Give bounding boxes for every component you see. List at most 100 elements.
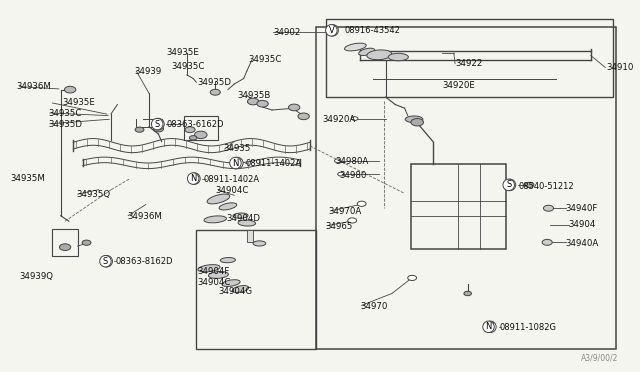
Circle shape — [348, 218, 356, 223]
Circle shape — [542, 239, 552, 245]
Text: 34922: 34922 — [455, 59, 483, 68]
Text: 34970A: 34970A — [329, 208, 362, 217]
Text: N: N — [234, 158, 241, 167]
Text: 34904G: 34904G — [218, 287, 253, 296]
Circle shape — [351, 117, 358, 121]
Circle shape — [257, 100, 268, 107]
Text: 34940A: 34940A — [566, 239, 599, 248]
Text: 34935E: 34935E — [166, 48, 199, 57]
Ellipse shape — [232, 286, 249, 292]
Text: 08911-1402A: 08911-1402A — [204, 175, 260, 184]
Circle shape — [82, 240, 91, 245]
Text: 08916-43542: 08916-43542 — [344, 26, 401, 35]
Circle shape — [525, 182, 534, 187]
Text: V: V — [328, 26, 334, 35]
Ellipse shape — [253, 241, 266, 246]
Text: 34936M: 34936M — [127, 212, 162, 221]
Text: 34935: 34935 — [223, 144, 251, 153]
Text: 34935C: 34935C — [49, 109, 82, 118]
Ellipse shape — [367, 50, 392, 60]
Ellipse shape — [219, 203, 237, 210]
Text: 34935M: 34935M — [11, 174, 45, 183]
Ellipse shape — [238, 220, 255, 226]
Circle shape — [464, 291, 472, 296]
Circle shape — [65, 86, 76, 93]
Text: 34935B: 34935B — [237, 91, 271, 100]
Ellipse shape — [388, 53, 408, 61]
Circle shape — [411, 119, 424, 126]
Text: 34910: 34910 — [607, 63, 634, 72]
Text: 34935Q: 34935Q — [76, 190, 111, 199]
Text: 34935D: 34935D — [49, 120, 83, 129]
Text: 34935E: 34935E — [63, 99, 95, 108]
Text: 34980A: 34980A — [335, 157, 369, 166]
Text: 34920E: 34920E — [442, 81, 476, 90]
Circle shape — [135, 127, 144, 132]
Circle shape — [195, 131, 207, 138]
Bar — [184, 116, 218, 140]
Text: 34970: 34970 — [360, 302, 388, 311]
Text: N: N — [232, 158, 239, 167]
Text: 08911-1402A: 08911-1402A — [246, 159, 301, 168]
Text: 34935C: 34935C — [249, 55, 282, 64]
Ellipse shape — [220, 257, 236, 263]
Text: V: V — [330, 26, 335, 35]
Text: 08911-1082G: 08911-1082G — [499, 323, 556, 332]
Bar — [52, 229, 77, 256]
Ellipse shape — [204, 216, 227, 223]
Text: 34980: 34980 — [340, 171, 367, 180]
Text: 34936M: 34936M — [17, 82, 51, 91]
Text: 34939: 34939 — [134, 67, 162, 76]
Text: S: S — [506, 180, 511, 189]
Text: N: N — [485, 322, 492, 331]
Text: 08363-8162D: 08363-8162D — [116, 257, 173, 266]
Text: S: S — [155, 120, 160, 129]
Text: N: N — [190, 174, 196, 183]
Ellipse shape — [222, 280, 240, 286]
Text: 34904C: 34904C — [198, 278, 231, 287]
Text: S: S — [104, 257, 109, 266]
Circle shape — [289, 104, 300, 111]
Text: 34904C: 34904C — [215, 186, 248, 195]
Ellipse shape — [358, 48, 375, 55]
Ellipse shape — [207, 194, 230, 204]
Text: 34965: 34965 — [326, 222, 353, 231]
Circle shape — [60, 244, 71, 250]
Circle shape — [210, 89, 220, 95]
Circle shape — [335, 159, 341, 163]
Circle shape — [189, 136, 197, 140]
Text: S: S — [103, 257, 108, 266]
Ellipse shape — [198, 264, 220, 272]
Text: 08363-6162D: 08363-6162D — [166, 121, 224, 129]
Circle shape — [248, 98, 259, 105]
Ellipse shape — [233, 213, 248, 218]
Text: S: S — [508, 180, 513, 189]
Bar — [247, 231, 253, 241]
Text: 34904: 34904 — [569, 221, 596, 230]
Text: A3/9/00/2: A3/9/00/2 — [580, 353, 618, 362]
Ellipse shape — [405, 116, 423, 123]
Circle shape — [357, 201, 366, 206]
Text: 34935C: 34935C — [171, 62, 204, 71]
Circle shape — [185, 127, 195, 133]
Text: 08540-51212: 08540-51212 — [518, 182, 574, 190]
Ellipse shape — [209, 272, 228, 278]
Text: N: N — [487, 322, 493, 331]
Circle shape — [298, 113, 309, 120]
Text: 34935D: 34935D — [198, 78, 232, 87]
Text: 34904D: 34904D — [227, 214, 260, 223]
Text: 34904F: 34904F — [198, 267, 230, 276]
Ellipse shape — [344, 43, 366, 51]
Bar — [316, 27, 616, 349]
Circle shape — [543, 205, 554, 211]
Bar — [411, 164, 506, 249]
Text: S: S — [156, 120, 161, 129]
Text: 34939Q: 34939Q — [20, 272, 54, 281]
Bar — [196, 231, 316, 349]
Text: 34920A: 34920A — [323, 115, 356, 124]
Circle shape — [408, 275, 417, 280]
Bar — [326, 19, 613, 97]
Circle shape — [338, 172, 344, 176]
Text: 34940F: 34940F — [566, 204, 598, 213]
Text: 34902: 34902 — [273, 28, 301, 37]
